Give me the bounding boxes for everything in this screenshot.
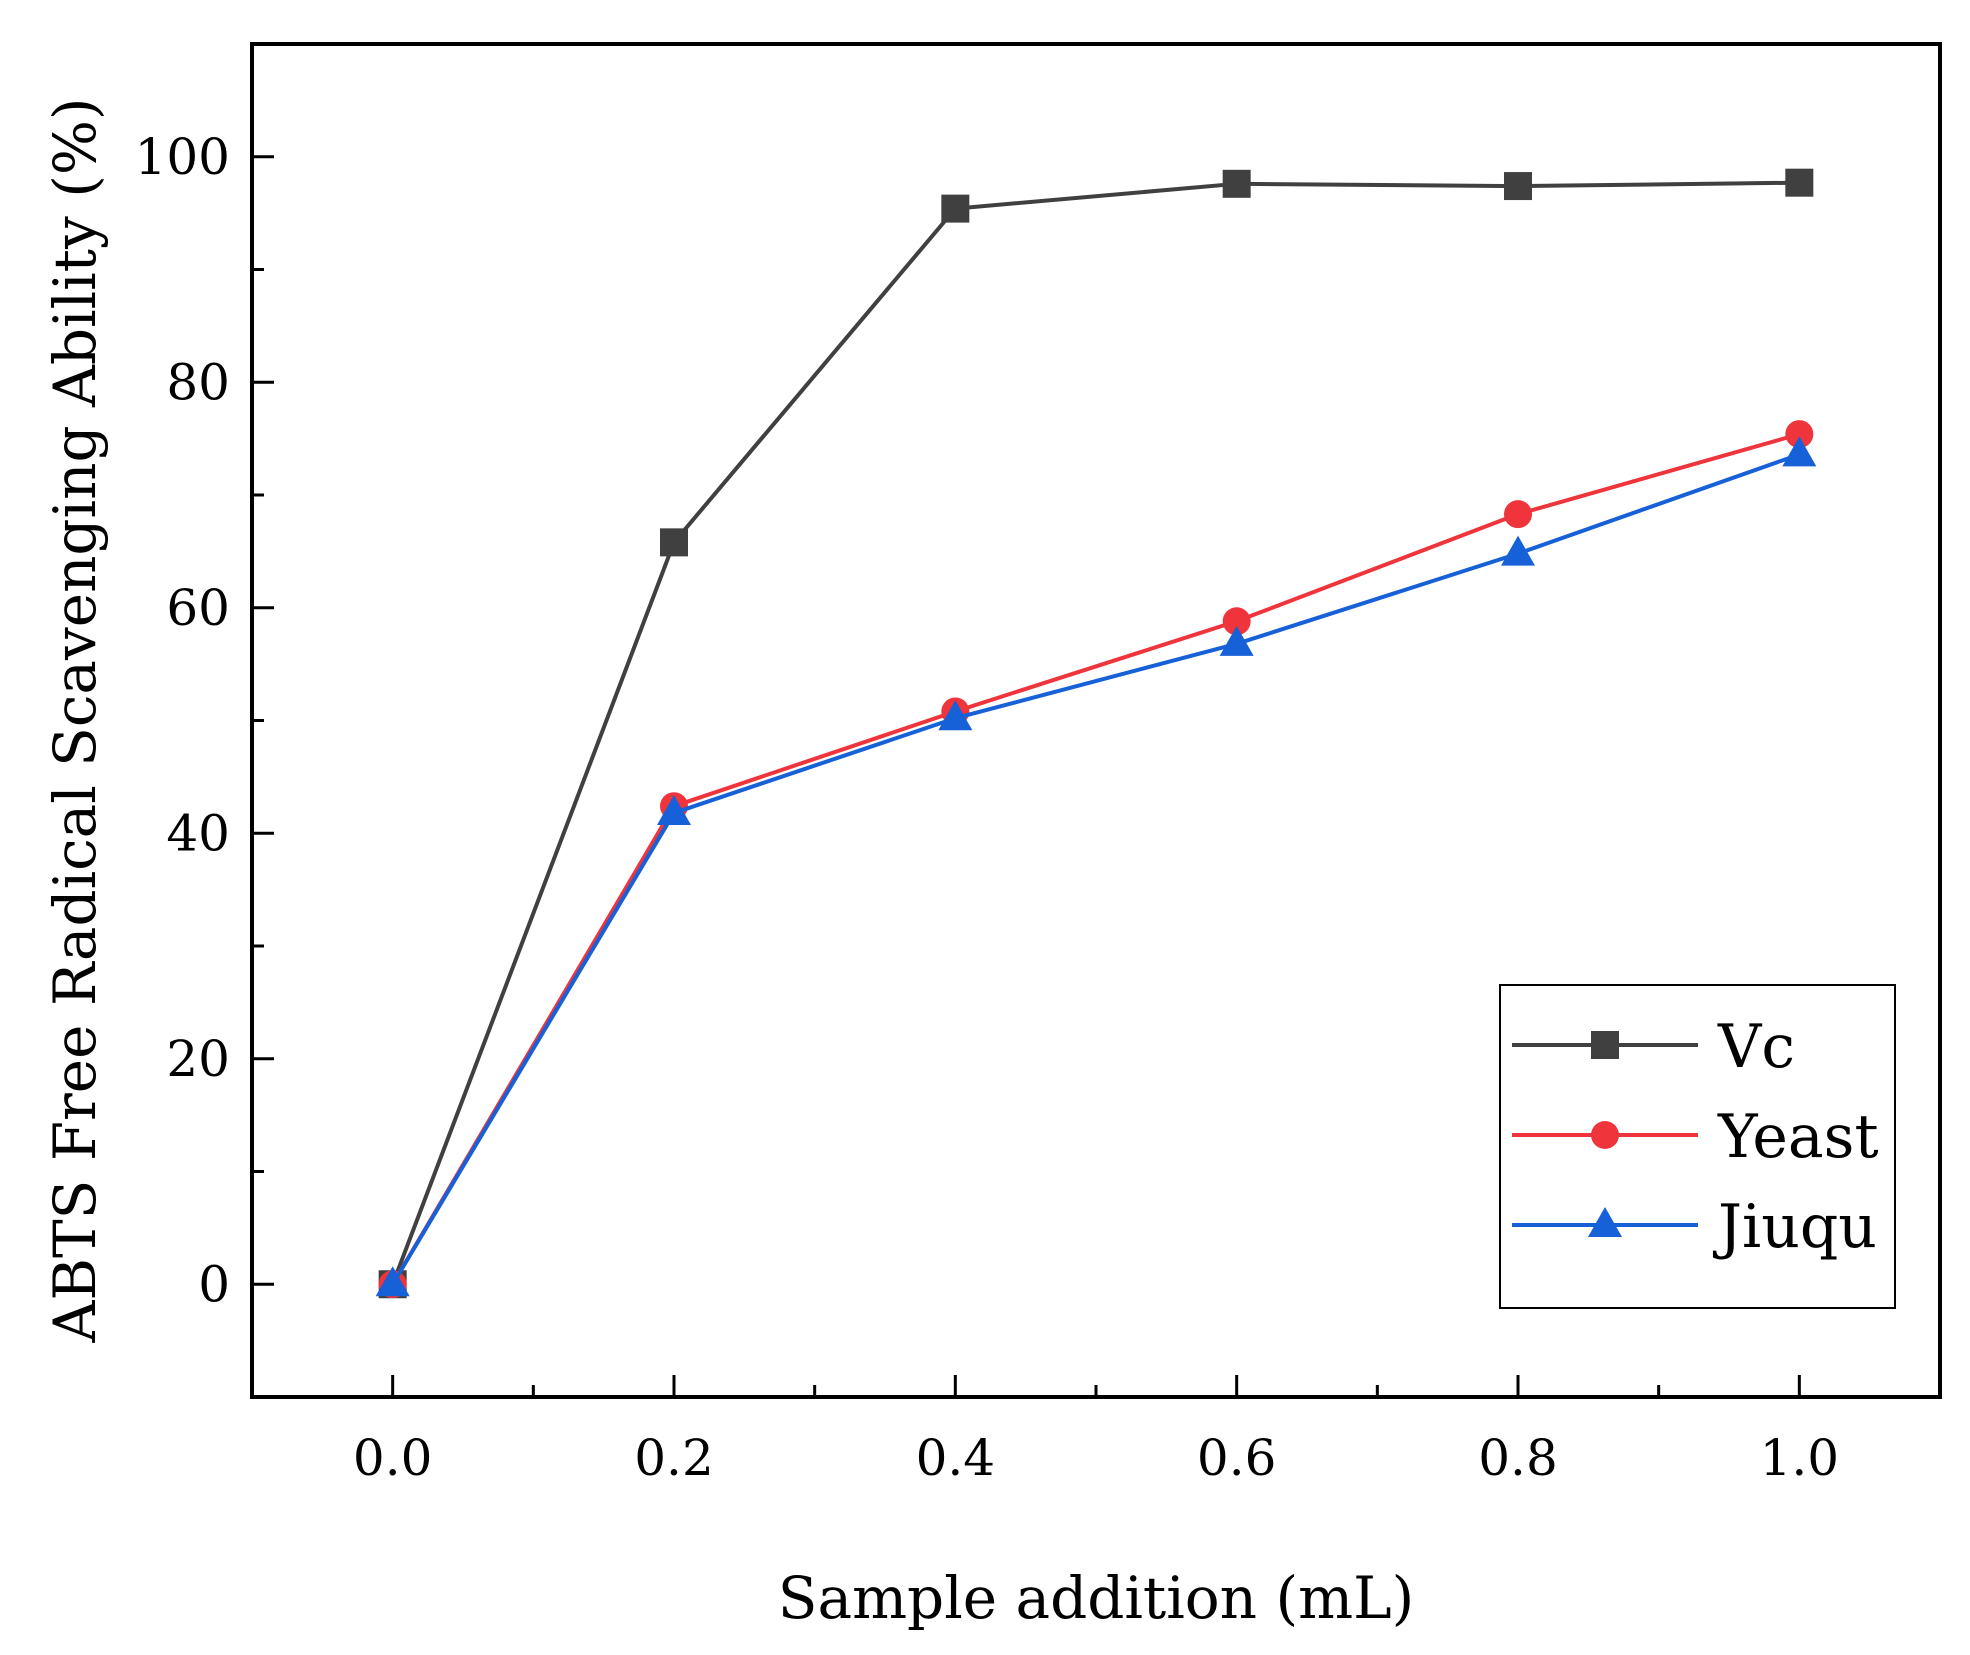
- y-tick-label: 40: [166, 804, 230, 862]
- data-point-vc: [1504, 172, 1532, 201]
- legend-marker-vc: [1591, 1031, 1619, 1059]
- data-point-jiuqu: [1219, 625, 1254, 656]
- data-point-jiuqu: [1501, 535, 1535, 566]
- axis-tick-labels: 0.0 0.2 0.4 0.6 0.8 1.0 0 20 40 60 80 100: [135, 128, 1840, 1487]
- legend-items: Vc Yeast Jiuqu: [1512, 1012, 1879, 1262]
- x-tick-label: 0.4: [916, 1429, 996, 1487]
- legend-marker-yeast: [1591, 1121, 1619, 1149]
- x-tick-label: 0.8: [1478, 1429, 1558, 1487]
- series-layer: [375, 168, 1817, 1299]
- series-jiuqu: [375, 436, 1817, 1297]
- data-point-jiuqu: [657, 794, 691, 825]
- y-tick-label: 20: [166, 1030, 230, 1088]
- series-line-jiuqu: [390, 452, 1800, 1286]
- data-point-yeast: [1222, 607, 1251, 636]
- data-point-jiuqu: [938, 700, 973, 731]
- data-point-jiuqu: [375, 1266, 410, 1297]
- axis-ticks: [250, 42, 1942, 1399]
- y-tick-label: 60: [166, 579, 230, 637]
- legend-marker-jiuqu: [1588, 1207, 1622, 1237]
- legend: Vc Yeast Jiuqu: [1499, 984, 1896, 1309]
- data-point-vc: [1222, 169, 1251, 198]
- y-tick-label: 80: [166, 353, 230, 411]
- y-tick-label: 0: [198, 1255, 230, 1313]
- x-tick-label: 1.0: [1760, 1429, 1840, 1487]
- legend-label-jiuqu: Jiuqu: [1712, 1192, 1877, 1262]
- series-line-vc: [390, 180, 1800, 1285]
- legend-label-vc: Vc: [1717, 1012, 1795, 1082]
- y-tick-label: 100: [135, 128, 230, 186]
- data-point-vc: [941, 194, 970, 223]
- data-point-jiuqu: [1782, 436, 1817, 467]
- x-tick-label: 0.0: [353, 1429, 433, 1487]
- x-axis-title: Sample addition (mL): [778, 1564, 1414, 1632]
- data-point-vc: [660, 528, 688, 557]
- data-point-vc: [1785, 168, 1814, 197]
- x-tick-label: 0.2: [634, 1429, 714, 1487]
- x-tick-label: 0.6: [1197, 1429, 1277, 1487]
- legend-box: [1499, 984, 1896, 1309]
- legend-label-yeast: Yeast: [1717, 1102, 1879, 1172]
- data-point-yeast: [1785, 420, 1814, 449]
- data-point-yeast: [1504, 500, 1532, 529]
- series-line-yeast: [390, 432, 1800, 1286]
- y-axis-title: ABTS Free Radical Scavenging Ability (%): [41, 97, 109, 1343]
